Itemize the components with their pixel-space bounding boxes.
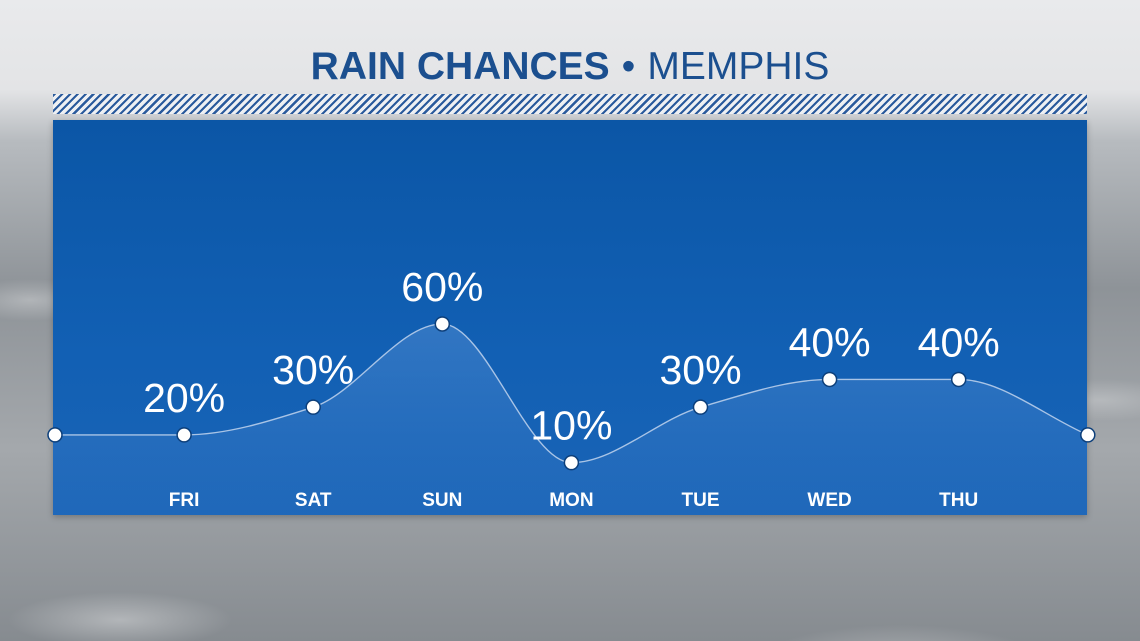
data-label-mon: 10% bbox=[530, 403, 612, 449]
data-label-wed: 40% bbox=[789, 319, 871, 365]
data-point-sun bbox=[434, 316, 451, 332]
data-point-sat bbox=[305, 399, 321, 415]
x-tick-label-sat: SAT bbox=[295, 490, 332, 511]
edge-marker-right bbox=[1080, 427, 1096, 443]
rain-area-fill bbox=[53, 323, 1088, 515]
x-tick-label-fri: FRI bbox=[169, 490, 200, 511]
x-tick-label-tue: TUE bbox=[682, 490, 720, 511]
title-separator: • bbox=[621, 45, 636, 88]
decorative-stripe bbox=[53, 94, 1087, 114]
x-tick-label-wed: WED bbox=[807, 490, 851, 511]
title-city: MEMPHIS bbox=[647, 45, 830, 88]
chart-title: RAIN CHANCES • MEMPHIS bbox=[0, 40, 1140, 94]
data-label-tue: 30% bbox=[659, 347, 741, 393]
data-label-sat: 30% bbox=[272, 347, 354, 393]
data-point-wed bbox=[821, 371, 838, 388]
rain-chance-line bbox=[54, 323, 1089, 464]
x-tick-label-thu: THU bbox=[939, 490, 978, 511]
data-point-thu bbox=[950, 371, 967, 388]
data-label-thu: 40% bbox=[918, 319, 1000, 365]
data-point-tue bbox=[692, 399, 709, 415]
data-label-fri: 20% bbox=[143, 375, 225, 421]
title-main: RAIN CHANCES bbox=[310, 45, 610, 88]
data-label-sun: 60% bbox=[401, 264, 483, 310]
edge-marker-left bbox=[47, 427, 63, 443]
x-tick-label-sun: SUN bbox=[422, 490, 462, 511]
x-tick-label-mon: MON bbox=[549, 490, 593, 511]
data-point-fri bbox=[176, 427, 192, 443]
data-point-mon bbox=[563, 454, 580, 471]
